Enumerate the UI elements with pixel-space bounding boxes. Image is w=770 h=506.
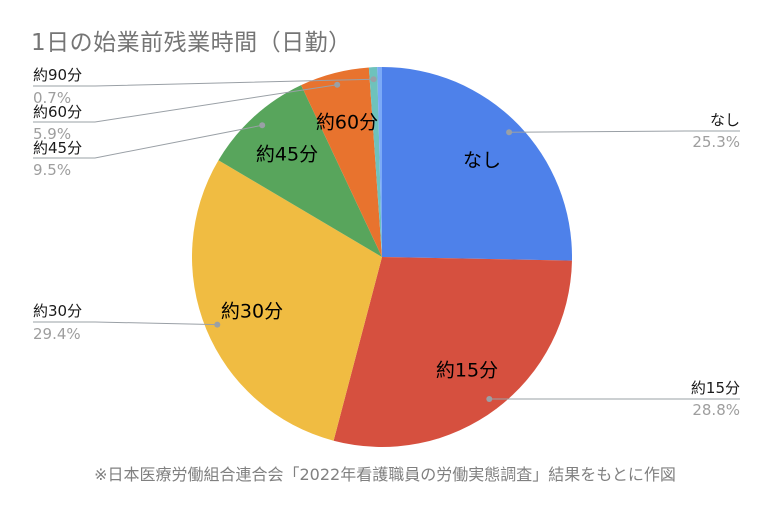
pie-slice-1: [333, 257, 572, 448]
pie-slice-5: [368, 67, 382, 257]
leader-line-0: [509, 130, 740, 133]
leader-dot-0: [506, 129, 513, 136]
pie-outside-label-5: 約90分: [33, 66, 83, 84]
pie-inner-label-4: 約60分: [315, 111, 379, 134]
leader-dot-4: [334, 81, 341, 88]
pie-slice-0: [382, 67, 573, 261]
pie-outside-pct-0: 25.3%: [692, 133, 740, 151]
leader-line-4: [33, 84, 338, 123]
leader-dot-2: [214, 321, 221, 328]
chart-title: 1日の始業前残業時間（日勤）: [31, 30, 352, 56]
pie-slice-2: [191, 160, 382, 441]
pie-outside-pct-3: 9.5%: [33, 161, 72, 179]
pie-outside-pct-5: 0.7%: [33, 89, 72, 107]
pie-inner-label-3: 約45分: [255, 143, 319, 166]
pie-outside-label-3: 約45分: [33, 139, 83, 157]
leader-line-2: [33, 321, 218, 326]
leader-dot-3: [259, 122, 266, 129]
pie-outside-label-4: 約60分: [33, 103, 83, 121]
pie-slice-4: [301, 67, 382, 257]
pie-slice-6: [377, 67, 382, 257]
pie-inner-label-0: なし: [462, 149, 502, 172]
leader-dot-1: [486, 396, 493, 402]
leader-dot-5: [370, 76, 377, 83]
pie-inner-label-2: 約30分: [220, 300, 284, 323]
leader-line-5: [33, 78, 374, 87]
source-note: ※日本医療労働組合連合会「2022年看護職員の労働実態調査」結果をもとに作図: [94, 465, 676, 484]
pie-outside-pct-2: 29.4%: [33, 325, 81, 343]
pie-outside-pct-4: 5.9%: [33, 125, 72, 143]
pie-slice-3: [218, 85, 382, 257]
pie-outside-pct-1: 28.8%: [692, 401, 740, 419]
pie-inner-label-1: 約15分: [435, 359, 499, 382]
leader-line-3: [33, 124, 263, 159]
pie-outside-label-1: 約15分: [690, 379, 740, 397]
pie-outside-label-2: 約30分: [33, 302, 83, 320]
pie-outside-label-0: なし: [709, 111, 740, 129]
